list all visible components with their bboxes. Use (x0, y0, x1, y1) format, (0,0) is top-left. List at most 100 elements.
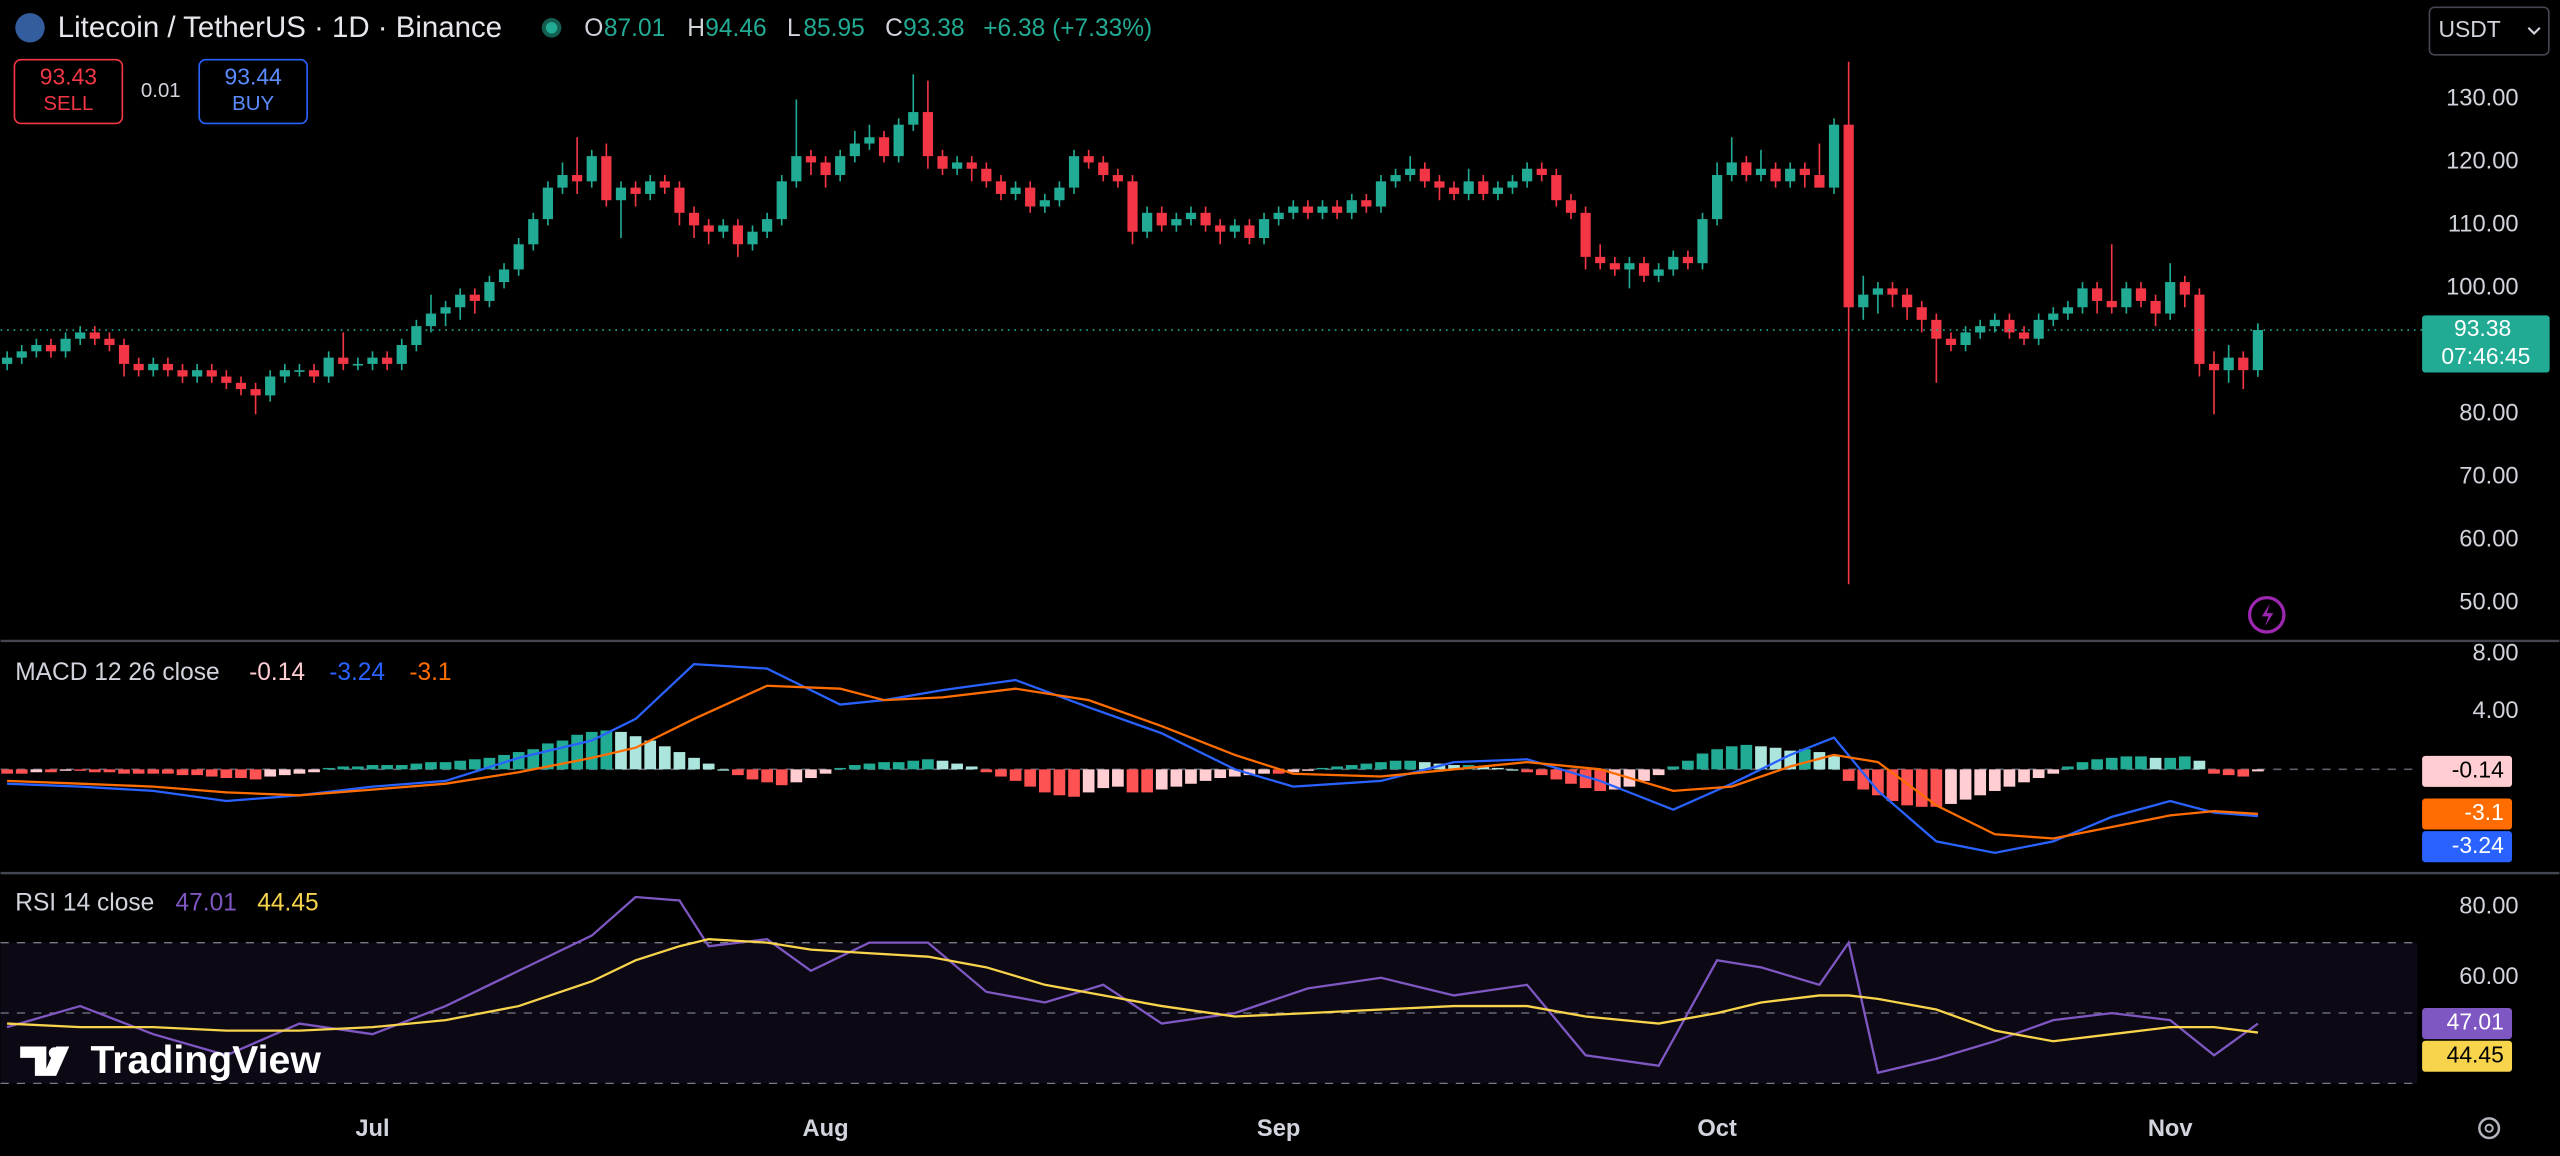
candle-body (1624, 263, 1635, 270)
histogram-bar (1638, 769, 1650, 781)
candle-body (2077, 288, 2088, 308)
histogram-bar (1404, 760, 1417, 770)
histogram-bar (2164, 757, 2177, 770)
symbol-title[interactable]: Litecoin / TetherUS · 1D · Binance (58, 11, 502, 44)
histogram-bar (1769, 747, 1782, 770)
settings-icon-core (2484, 1123, 2494, 1133)
histogram-bar (1901, 769, 1913, 806)
candle-body (1580, 212, 1591, 257)
histogram-bar (439, 762, 452, 770)
candle-body (1785, 168, 1796, 182)
candle-body (411, 326, 422, 346)
histogram-bar (907, 760, 920, 770)
histogram-bar (162, 769, 174, 774)
histogram-bar (1477, 766, 1490, 770)
histogram-bar (1842, 769, 1855, 781)
candle-body (1507, 181, 1518, 188)
settings-icon[interactable] (2478, 1117, 2501, 1140)
candle-body (2238, 357, 2249, 371)
sell-button[interactable] (13, 58, 124, 125)
histogram-bar (746, 769, 759, 780)
candle-body (1741, 162, 1752, 176)
currency-selector[interactable] (2428, 6, 2550, 56)
histogram-bar (1, 769, 13, 774)
candle-body (615, 187, 627, 201)
candle-body (1258, 219, 1270, 238)
candle-body (1083, 156, 1094, 163)
histogram-bar (15, 769, 28, 774)
candle-body (75, 332, 86, 339)
histogram-bar (717, 769, 730, 771)
candle-body (1931, 319, 1942, 339)
histogram-bar (1521, 769, 1533, 773)
candle-body (382, 357, 393, 364)
candle-body (747, 231, 758, 245)
candle-body (1171, 219, 1182, 226)
candle-body (1522, 168, 1533, 182)
histogram-bar (1608, 769, 1621, 790)
candle-body (1609, 263, 1620, 270)
histogram-bar (1038, 769, 1051, 793)
spread: 0.01 (141, 80, 181, 102)
histogram-bar (1813, 752, 1826, 770)
histogram-bar (1915, 769, 1928, 807)
market-status-dot (545, 22, 558, 34)
histogram-bar (878, 762, 890, 770)
candle-body (498, 269, 510, 283)
y-tick-label: 130.00 (2446, 86, 2518, 112)
macd-line (7, 684, 2259, 840)
histogram-bar (176, 769, 189, 776)
candle-body (1361, 200, 1372, 207)
countdown: 07:46:45 (2441, 343, 2530, 369)
histogram-bar (1784, 750, 1797, 770)
candle-body (1317, 206, 1328, 213)
candle-body (60, 338, 71, 352)
ohlc-value: 85.95 (803, 15, 864, 42)
candle-body (937, 156, 948, 169)
histogram-bar (556, 740, 569, 770)
histogram-bar (1009, 769, 1022, 781)
histogram-bar (1857, 769, 1870, 790)
rsi-ma-tag-box (2422, 1040, 2513, 1072)
candle-body (294, 370, 305, 372)
histogram-bar (673, 752, 686, 770)
candle-body (16, 351, 27, 358)
histogram-bar (2047, 769, 2060, 774)
candle-body (762, 219, 773, 232)
histogram-bar (688, 757, 700, 770)
buy-button[interactable] (198, 58, 308, 125)
ohlc-letter: H (687, 15, 705, 42)
y-tick-label: 100.00 (2446, 275, 2518, 301)
histogram-bar (1097, 769, 1110, 789)
candle-body (1039, 200, 1050, 207)
candle-body (1828, 124, 1840, 188)
histogram-bar (1360, 763, 1373, 770)
candle-body (1244, 225, 1255, 238)
candle-body (352, 363, 364, 366)
candle-body (1770, 168, 1781, 182)
candle-body (2106, 300, 2117, 308)
candle-body (1419, 168, 1430, 182)
y-tick-label: 70.00 (2459, 464, 2518, 490)
histogram-bar (936, 760, 949, 770)
histogram-bar (1345, 765, 1358, 770)
histogram-bar (1930, 769, 1943, 807)
candle-body (469, 294, 480, 301)
histogram-bar (322, 767, 335, 770)
histogram-bar (59, 769, 72, 771)
histogram-bar (1682, 760, 1694, 770)
macd-value: -3.24 (329, 659, 385, 686)
candle-body (396, 345, 407, 364)
candle-body (586, 156, 597, 182)
ohlc-letter: C (885, 15, 903, 42)
candle-body (1215, 225, 1226, 232)
rsi-line (7, 938, 2259, 1043)
candle-body (1843, 124, 1854, 308)
histogram-bar (1798, 749, 1811, 770)
candle-body (1434, 181, 1445, 188)
histogram-bar (1287, 769, 1300, 773)
candle-body (952, 162, 963, 169)
candle-body (513, 244, 524, 270)
candle-body (1814, 175, 1825, 188)
alert-icon[interactable] (2247, 595, 2286, 634)
